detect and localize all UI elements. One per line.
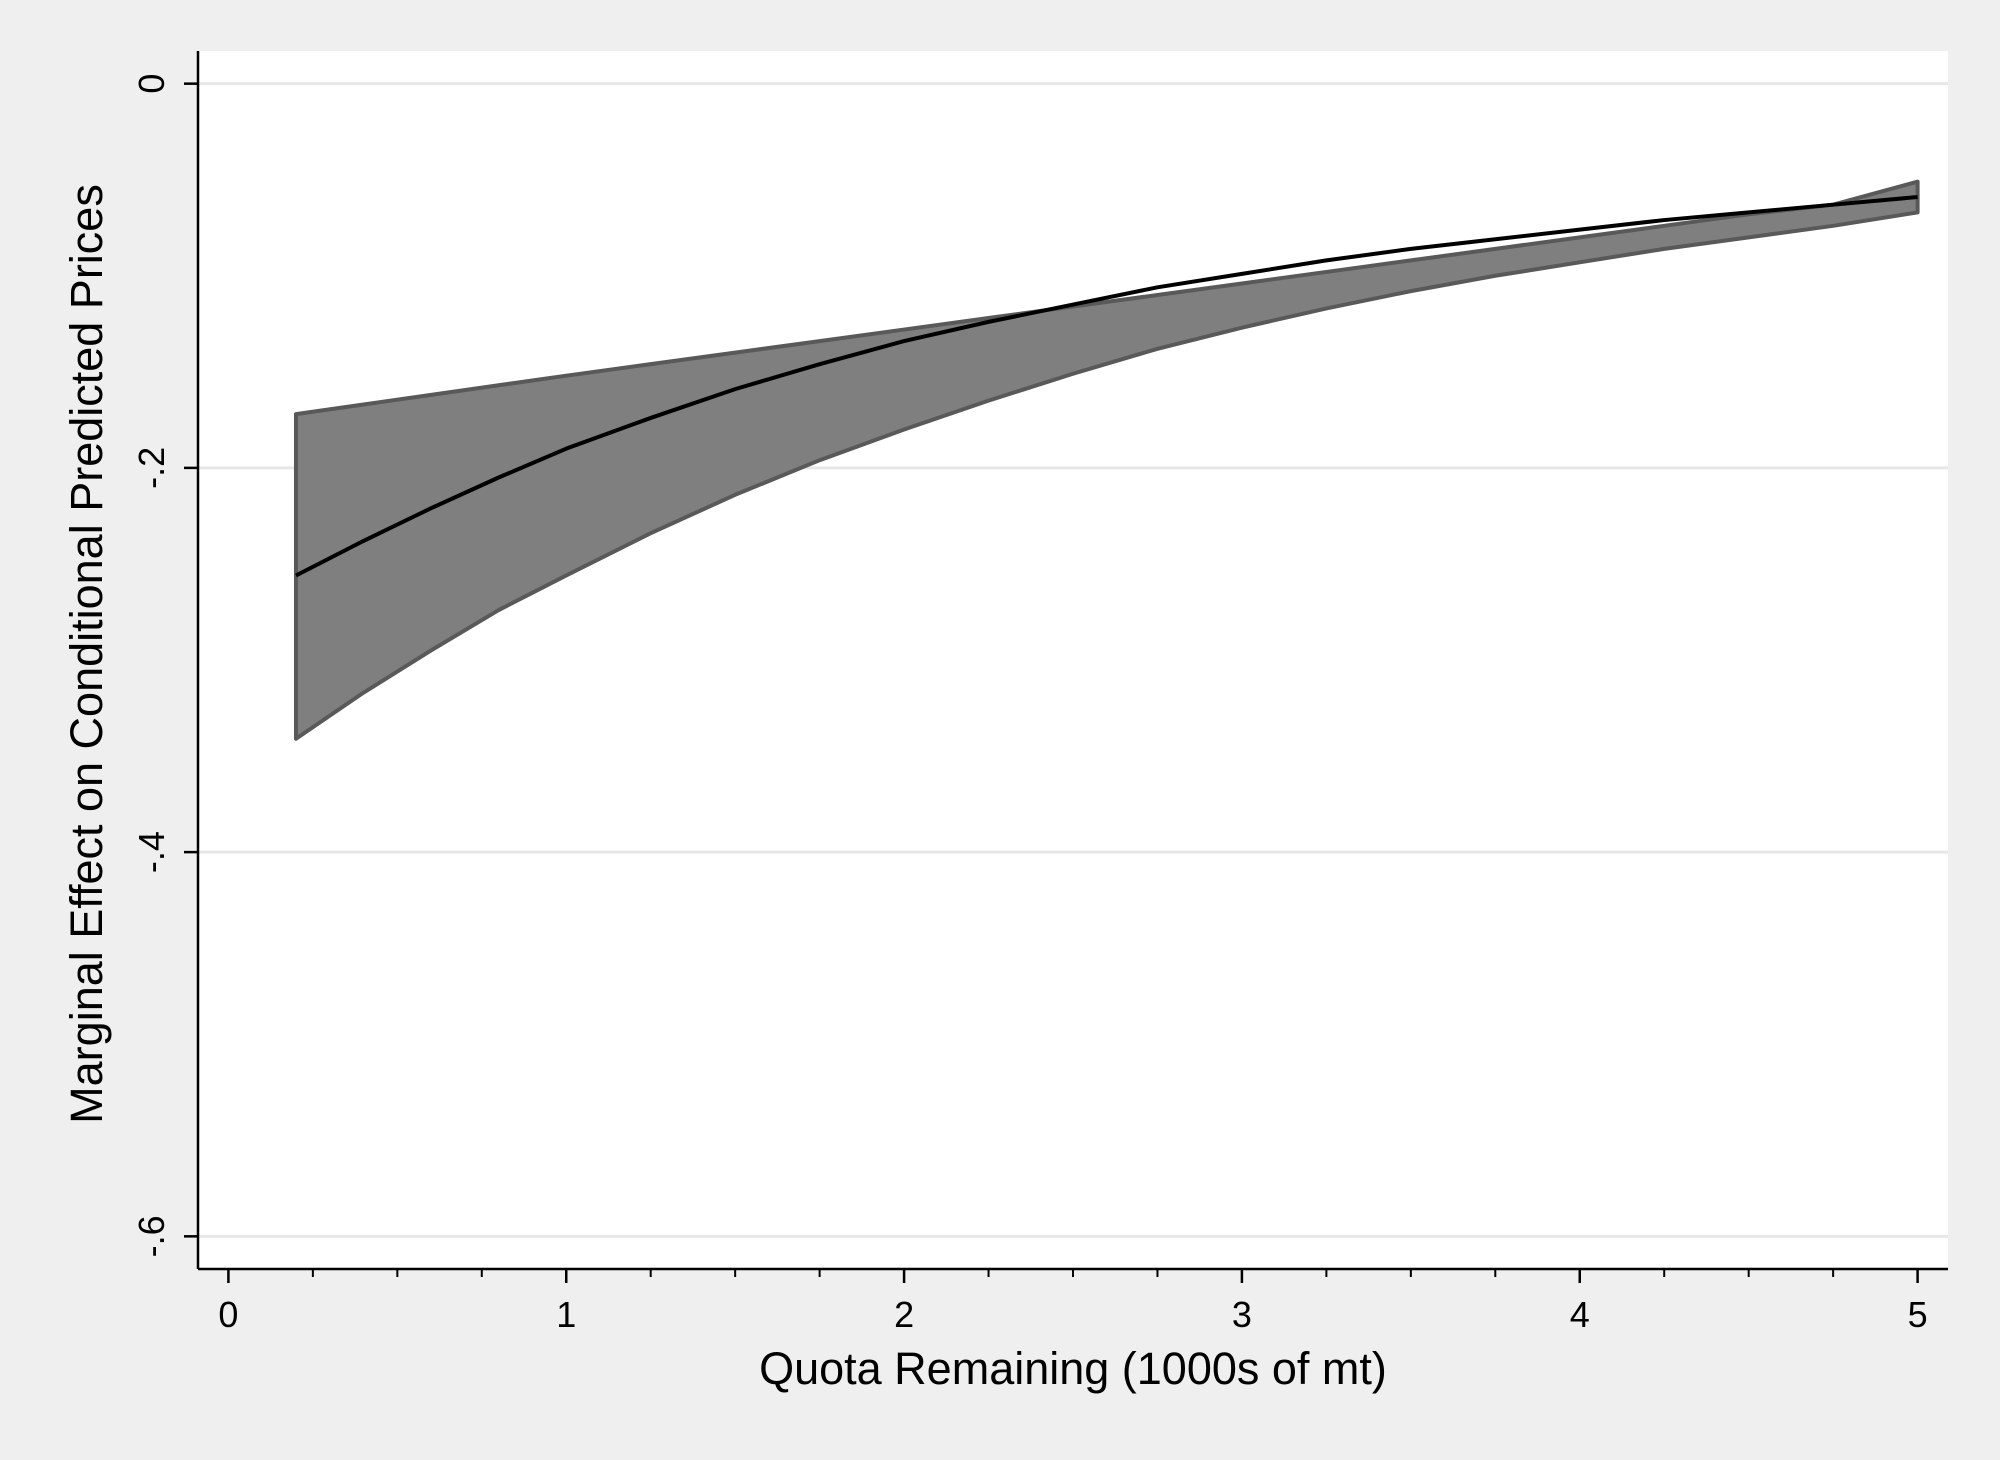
confidence-band	[293, 179, 1920, 741]
plot-area	[198, 51, 1948, 1269]
grid-layer	[198, 82, 1948, 1238]
x-tick-label-5: 5	[1908, 1294, 1928, 1335]
x-tick-label-4: 4	[1570, 1294, 1590, 1335]
y-tick-label-1: -.2	[131, 447, 172, 489]
line-layer	[295, 195, 1918, 578]
x-tick-label-1: 1	[556, 1294, 576, 1335]
x-tick-label-3: 3	[1232, 1294, 1252, 1335]
y-tick-label-0: 0	[131, 74, 172, 94]
y-tick-label-3: -.6	[131, 1215, 172, 1257]
x-tick-label-0: 0	[218, 1294, 238, 1335]
x-tick-label-2: 2	[894, 1294, 914, 1335]
x-axis-title: Quota Remaining (1000s of mt)	[759, 1343, 1387, 1394]
tick-layer: 0 1 2 3 4 5 0 -.2 -.4 -.6	[131, 74, 1928, 1335]
y-axis-title: Marginal Effect on Conditional Predicted…	[61, 184, 112, 1124]
y-tick-label-2: -.4	[131, 831, 172, 873]
marginal-effect-line	[295, 195, 1918, 578]
band-layer	[293, 179, 1920, 741]
